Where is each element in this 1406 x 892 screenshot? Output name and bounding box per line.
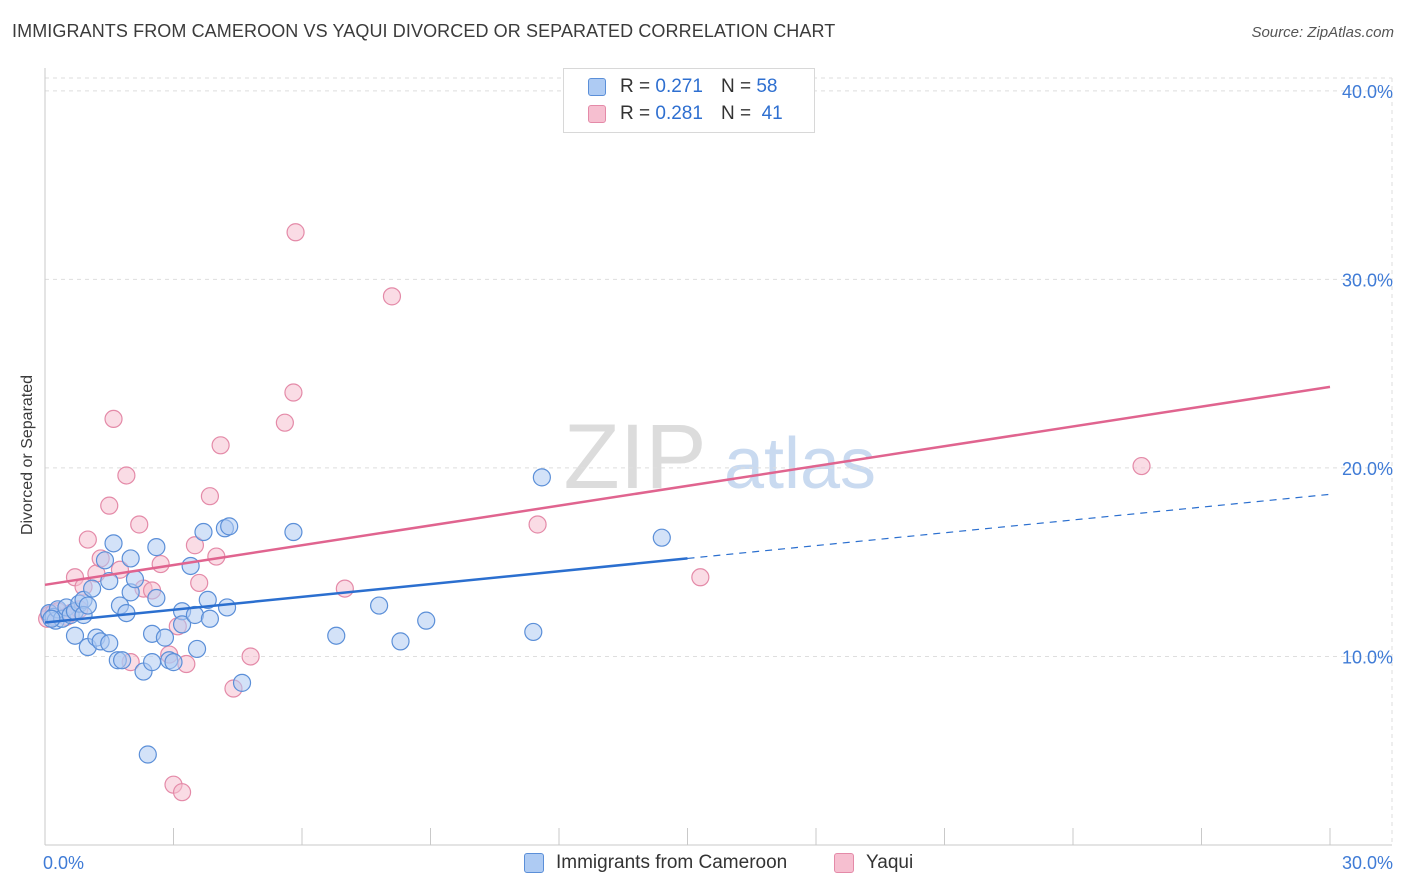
yaqui-point: [691, 568, 710, 587]
cameroon-point: [370, 596, 389, 615]
cameroon-point: [83, 579, 102, 598]
yaqui-point: [190, 573, 209, 593]
yaqui-point: [185, 536, 205, 555]
yaqui-trend-line: [44, 385, 1331, 587]
n-label: N =: [720, 103, 752, 124]
watermark-atlas: atlas: [724, 424, 876, 504]
yaqui-point: [151, 554, 170, 574]
cameroon-point: [78, 596, 97, 615]
legend-label: Yaqui: [866, 852, 914, 873]
tick-labels: 10.0% 20.0% 30.0% 40.0% 0.0% 30.0%: [43, 82, 1393, 873]
r-value: 0.281: [655, 103, 703, 124]
y-tick-label: 30.0%: [1342, 270, 1393, 290]
y-tick-label: 20.0%: [1342, 459, 1393, 479]
yaqui-point: [117, 466, 136, 485]
stats-row-cameroon: R = 0.271 N = 58: [588, 74, 777, 100]
legend-item-cameroon[interactable]: Immigrants from Cameroon: [524, 852, 787, 874]
cameroon-trend-line: [44, 557, 688, 624]
n-label: N =: [720, 76, 752, 97]
yaqui-point: [241, 647, 260, 666]
watermark-zip: ZIP: [563, 406, 706, 508]
yaqui-point: [130, 515, 149, 534]
cameroon-point: [532, 468, 551, 487]
cameroon-point: [198, 590, 217, 610]
yaqui-swatch: [834, 853, 854, 873]
cameroon-point: [172, 615, 192, 634]
yaqui-point: [284, 383, 303, 402]
cameroon-point: [327, 626, 346, 645]
yaqui-point: [286, 223, 305, 242]
cameroon-point: [200, 609, 220, 628]
source-credit: Source: ZipAtlas.com: [1251, 24, 1394, 41]
legend-label: Immigrants from Cameroon: [556, 852, 788, 873]
gridlines: [45, 77, 1393, 845]
yaqui-point: [211, 436, 230, 455]
cameroon-point: [187, 639, 207, 659]
cameroon-point: [652, 528, 671, 547]
r-label: R =: [620, 103, 651, 124]
cameroon-point: [112, 651, 132, 670]
cameroon-point: [121, 549, 140, 568]
x-tick-label: 0.0%: [43, 853, 84, 873]
stats-row-yaqui: R = 0.281 N = 41: [588, 101, 783, 127]
cameroon-swatch: [524, 853, 544, 873]
cameroon-point: [220, 517, 239, 536]
n-value: 41: [761, 103, 783, 124]
cameroon-point: [104, 534, 123, 553]
y-tick-label: 40.0%: [1342, 82, 1393, 102]
stats-legend: R = 0.271 N = 58 R = 0.281 N = 41: [563, 68, 815, 133]
cameroon-point: [125, 570, 145, 589]
x-tick-label: 30.0%: [1342, 853, 1393, 873]
yaqui-point: [275, 413, 294, 432]
cameroon-point: [142, 653, 162, 672]
cameroon-point: [194, 522, 213, 542]
series-legend: Immigrants from Cameroon Yaqui: [0, 852, 1406, 878]
yaqui-point: [78, 530, 97, 549]
cameroon-point: [147, 538, 166, 557]
cameroon-trend-extension: [687, 493, 1331, 560]
r-label: R =: [620, 76, 651, 97]
yaqui-point: [104, 409, 123, 429]
cameroon-point: [164, 653, 183, 672]
yaqui-swatch: [588, 105, 606, 123]
cameroon-swatch: [588, 78, 606, 96]
cameroon-point: [181, 556, 200, 576]
cameroon-point: [217, 598, 237, 617]
cameroon-point: [391, 632, 410, 651]
yaqui-point: [100, 496, 119, 515]
cameroon-points: [40, 468, 671, 764]
n-value: 58: [756, 76, 778, 97]
yaqui-point: [528, 515, 547, 534]
yaqui-point: [172, 783, 192, 802]
yaqui-points: [38, 223, 1151, 802]
cameroon-point: [42, 609, 61, 628]
yaqui-point: [335, 579, 354, 598]
cameroon-point: [65, 626, 85, 645]
cameroon-point: [284, 522, 303, 542]
cameroon-point: [524, 622, 543, 642]
legend-item-yaqui[interactable]: Yaqui: [834, 852, 913, 874]
yaqui-point: [1132, 456, 1151, 476]
cameroon-point: [155, 628, 175, 647]
yaqui-point: [200, 487, 220, 506]
cameroon-point: [138, 745, 157, 764]
trend-lines: [44, 385, 1331, 624]
r-value: 0.271: [655, 76, 703, 97]
cameroon-point: [417, 611, 436, 630]
cameroon-point: [147, 588, 166, 608]
y-tick-label: 10.0%: [1342, 647, 1393, 667]
cameroon-point: [232, 673, 252, 692]
cameroon-point: [95, 551, 115, 570]
watermark: ZIP atlas: [563, 406, 876, 508]
chart-title: IMMIGRANTS FROM CAMEROON VS YAQUI DIVORC…: [12, 21, 836, 41]
yaqui-point: [382, 287, 402, 306]
cameroon-point: [100, 634, 119, 653]
axes: [44, 68, 1392, 846]
